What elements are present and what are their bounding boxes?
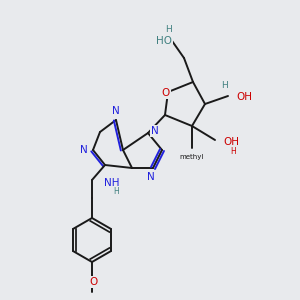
Text: N: N (151, 126, 159, 136)
Text: H: H (222, 82, 228, 91)
Text: methyl: methyl (180, 154, 204, 160)
Text: O: O (90, 277, 98, 287)
Text: OH: OH (236, 92, 252, 102)
Text: H: H (113, 188, 119, 196)
Text: HO: HO (156, 36, 172, 46)
Text: N: N (80, 145, 88, 155)
Text: H: H (165, 26, 171, 34)
Text: O: O (162, 88, 170, 98)
Text: H: H (230, 148, 236, 157)
Text: N: N (112, 106, 120, 116)
Text: N: N (147, 172, 155, 182)
Text: OH: OH (223, 137, 239, 147)
Text: NH: NH (104, 178, 119, 188)
